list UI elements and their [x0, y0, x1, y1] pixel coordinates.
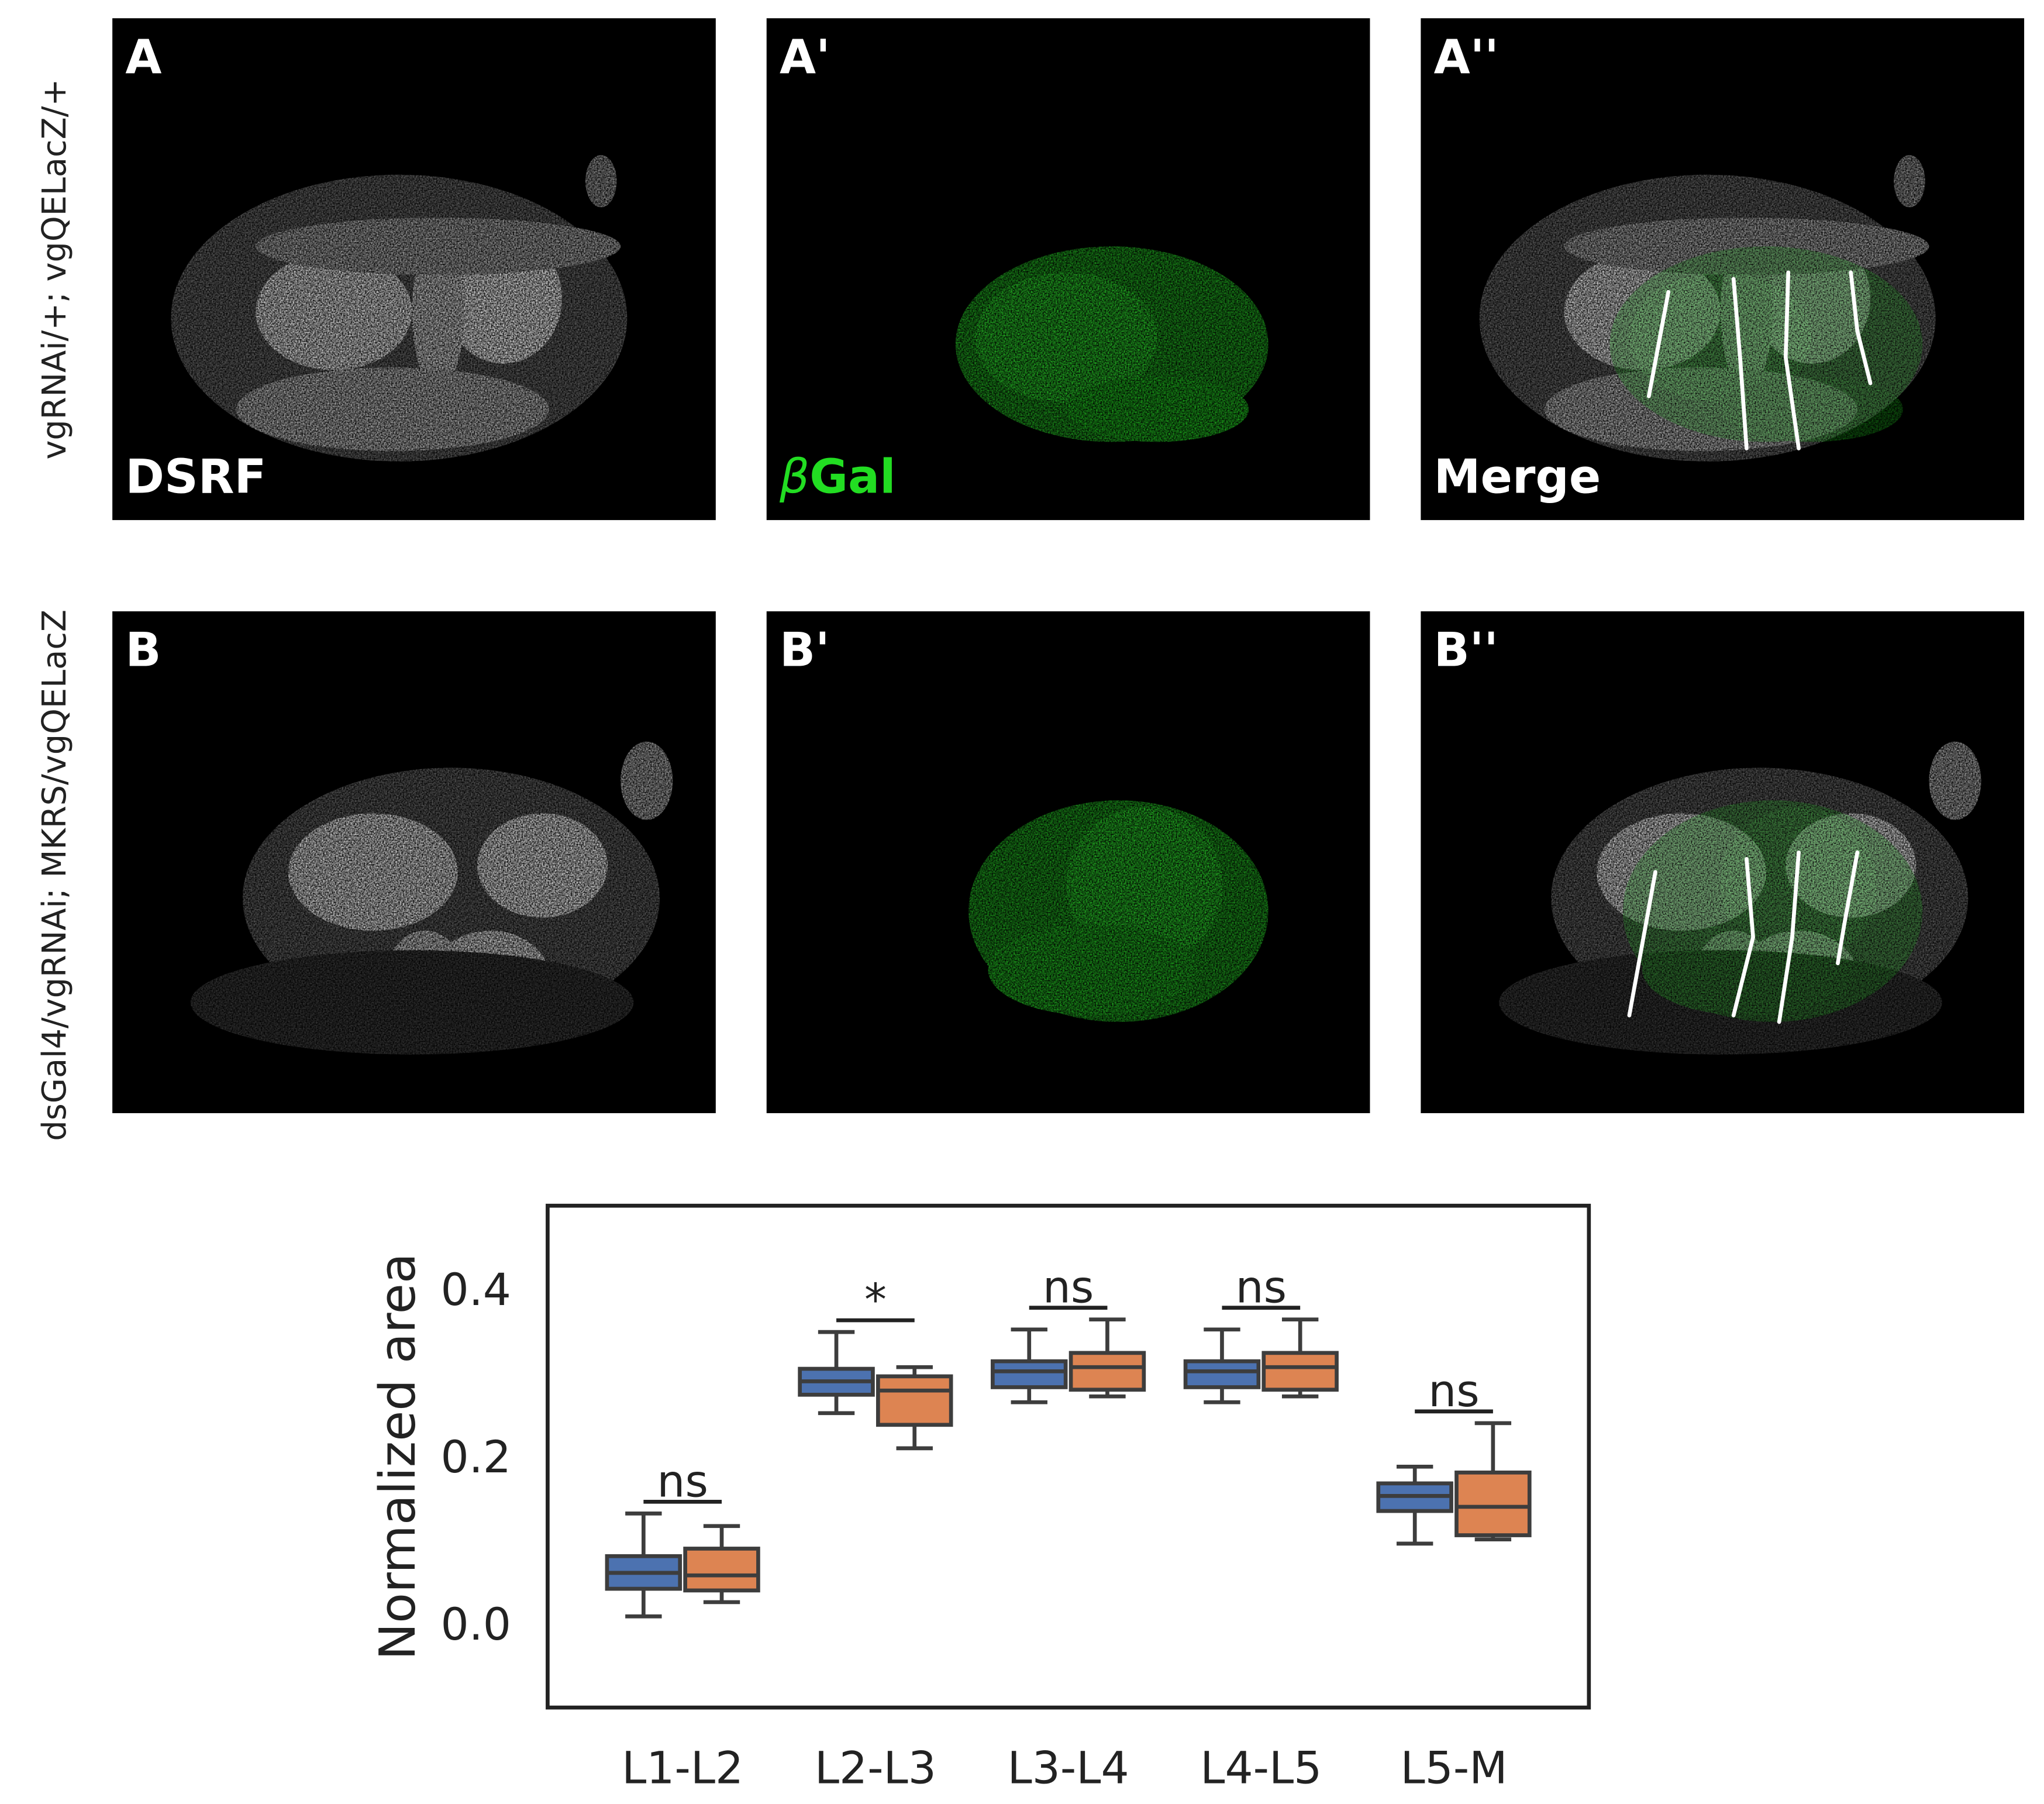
row-label: vgRNAi/+; vgQELacZ/+ [36, 79, 74, 460]
y-tick-label: 0.4 [441, 1264, 511, 1316]
bgal-signal [956, 246, 1269, 442]
micrograph: A DSRF [112, 18, 716, 521]
channel-label: DSRF [125, 449, 266, 504]
box [1261, 1351, 1339, 1392]
micrograph: B'' [1421, 611, 2025, 1113]
channel-label: Merge [1434, 449, 1601, 504]
bgal-signal [968, 800, 1269, 1022]
channel-label: βGal [779, 449, 896, 504]
vein-trace [1849, 270, 1873, 385]
box [683, 1547, 760, 1593]
x-tick-label: L5-M [1400, 1742, 1507, 1793]
channel-symbol: β [779, 449, 809, 504]
micrograph: B [112, 611, 716, 1113]
panel-label: B' [780, 623, 830, 677]
significance-label: ns [1043, 1262, 1094, 1313]
vein-trace [1627, 870, 1657, 1018]
y-axis-label: Normalized area [368, 1253, 426, 1660]
channel-name: Merge [1434, 449, 1601, 504]
vein-trace [1777, 850, 1801, 1024]
channel-name: DSRF [125, 449, 266, 504]
panel-label: A'' [1434, 30, 1499, 84]
vein-trace [1836, 850, 1860, 966]
x-tick-label: L2-L3 [815, 1742, 936, 1793]
bgal-signal [1623, 800, 1923, 1022]
box [991, 1359, 1068, 1389]
box [876, 1374, 953, 1427]
x-tick-label: L3-L4 [1008, 1742, 1129, 1793]
channel-name: Gal [809, 449, 895, 504]
x-tick-label: L4-L5 [1200, 1742, 1322, 1793]
micrograph: A'' Merge [1421, 18, 2025, 521]
significance-label: ns [657, 1455, 708, 1507]
box-plot: 0.0 0.2 0.4 Normalized area L1-L2 ns L2-L3 * L3-… [368, 1203, 1591, 1793]
panel-label: B [125, 623, 161, 677]
box [1183, 1359, 1261, 1389]
plot-frame [546, 1203, 1591, 1710]
box [1068, 1351, 1146, 1392]
significance-label: * [864, 1274, 887, 1326]
panel-label: B'' [1434, 623, 1498, 677]
panel-label: A [125, 30, 161, 84]
micrograph: B' [766, 611, 1370, 1113]
vein-trace [1646, 290, 1671, 398]
vein-trace [1783, 270, 1801, 450]
vein-trace [1731, 277, 1749, 450]
box [1454, 1470, 1532, 1537]
micrograph: A' βGal [766, 18, 1370, 521]
row-label: dsGal4/vgRNAi; MKRS/vgQELacZ [36, 610, 74, 1141]
significance-label: ns [1236, 1262, 1287, 1313]
panel-grid: vgRNAi/+; vgQELacZ/+ dsGal4/vgRNAi; MKRS/… [36, 18, 2025, 1141]
x-tick-label: L1-L2 [622, 1742, 743, 1793]
y-tick-label: 0.0 [441, 1599, 511, 1650]
significance-label: ns [1428, 1365, 1479, 1417]
vein-trace [1731, 857, 1755, 1018]
panel-label: A' [780, 30, 830, 84]
y-tick-label: 0.2 [441, 1431, 511, 1483]
